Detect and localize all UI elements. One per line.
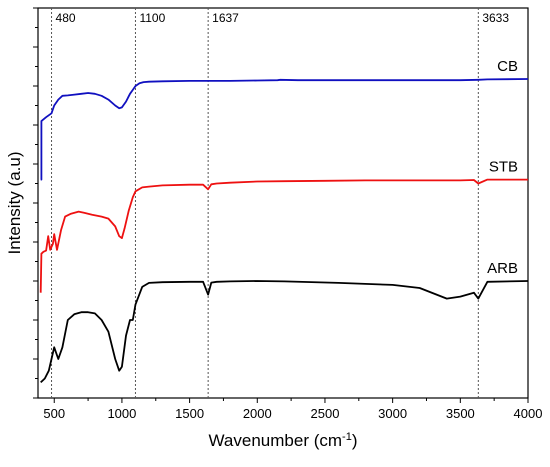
x-tick-label-1500: 1500 — [175, 406, 204, 421]
x-tick-label-2500: 2500 — [311, 406, 340, 421]
series-label-stb: STB — [489, 159, 518, 176]
series-line-stb — [39, 178, 528, 293]
annotation-labels: 480 1100 1637 3633 — [56, 11, 510, 25]
series-label-arb: ARB — [487, 260, 518, 277]
plot-border — [37, 7, 529, 399]
series-labels: CB STB ARB — [487, 58, 518, 277]
annotation-label-1100: 1100 — [139, 11, 165, 25]
annotation-label-480: 480 — [56, 11, 76, 25]
x-tick-label-2000: 2000 — [243, 406, 272, 421]
x-tick-label-500: 500 — [43, 406, 65, 421]
series-label-cb: CB — [497, 58, 518, 75]
y-axis-ticks — [33, 7, 38, 399]
x-axis-label-superscript: -1 — [342, 431, 352, 443]
y-axis-label: Intensity (a.u) — [5, 152, 24, 255]
x-axis-ticks: 500 1000 1500 2000 2500 3000 3500 4000 — [43, 398, 542, 421]
x-tick-label-3000: 3000 — [378, 406, 407, 421]
x-tick-label-4000: 4000 — [514, 406, 543, 421]
x-axis-label: Wavenumber (cm-1) — [209, 431, 358, 450]
annotation-lines — [51, 8, 479, 398]
x-axis-label-main: Wavenumber (cm — [209, 431, 343, 450]
series-line-cb — [40, 78, 529, 181]
x-tick-label-3500: 3500 — [446, 406, 475, 421]
series-layer — [39, 78, 529, 384]
plot-frame — [37, 7, 529, 399]
x-axis-label-tail: ) — [352, 431, 358, 450]
annotation-label-1637: 1637 — [212, 11, 239, 25]
x-tick-label-1000: 1000 — [107, 406, 136, 421]
series-line-arb — [40, 280, 529, 384]
annotation-label-3633: 3633 — [482, 11, 509, 25]
